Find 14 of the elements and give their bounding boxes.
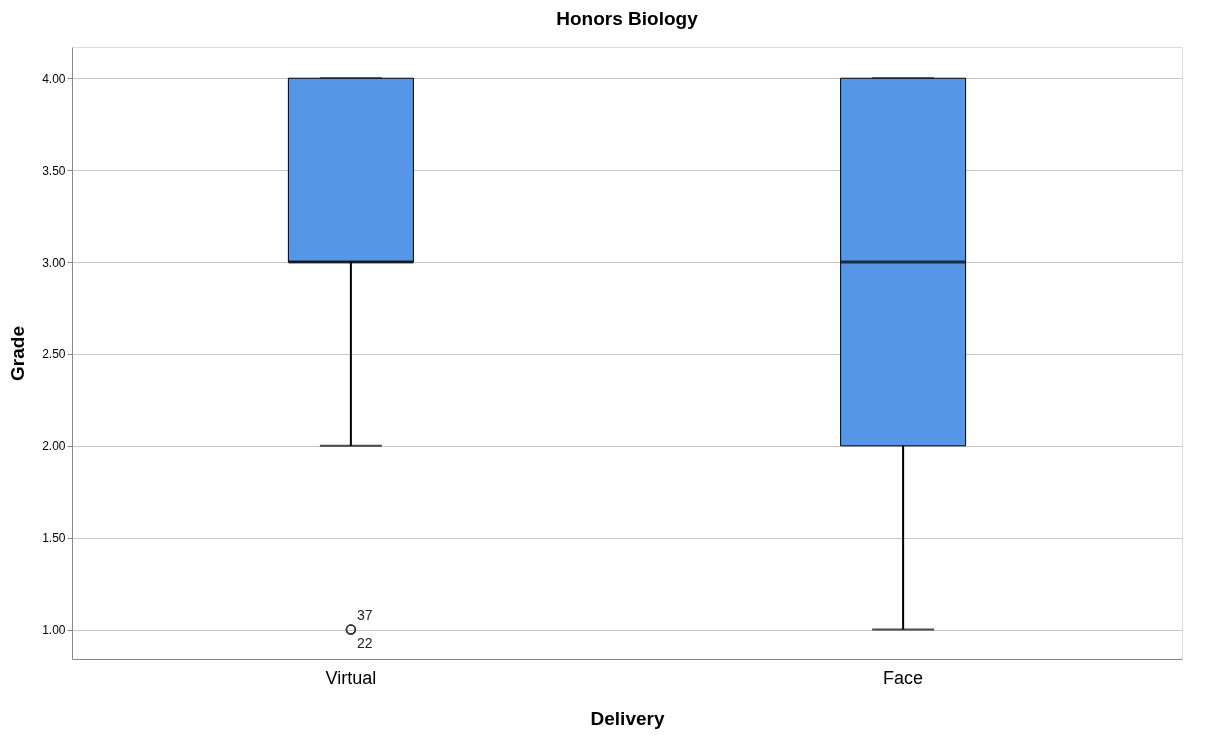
y-tick-label: 1.50 — [42, 531, 66, 546]
y-tick-label: 3.50 — [42, 163, 66, 178]
y-tick-label: 4.00 — [42, 71, 66, 86]
x-axis-title: Delivery — [590, 707, 665, 729]
chart-title: Honors Biology — [556, 8, 699, 29]
y-tick-label: 2.50 — [42, 347, 66, 362]
x-tick-label: Virtual — [325, 667, 377, 688]
y-tick-label: 3.00 — [42, 255, 66, 270]
y-tick-label: 2.00 — [42, 439, 66, 454]
x-tick-label: Face — [883, 667, 924, 688]
y-tick-label: 1.00 — [42, 623, 66, 638]
annotation: 37 — [356, 606, 373, 623]
y-axis-title: Grade — [7, 326, 29, 381]
annotation: 22 — [356, 634, 373, 651]
